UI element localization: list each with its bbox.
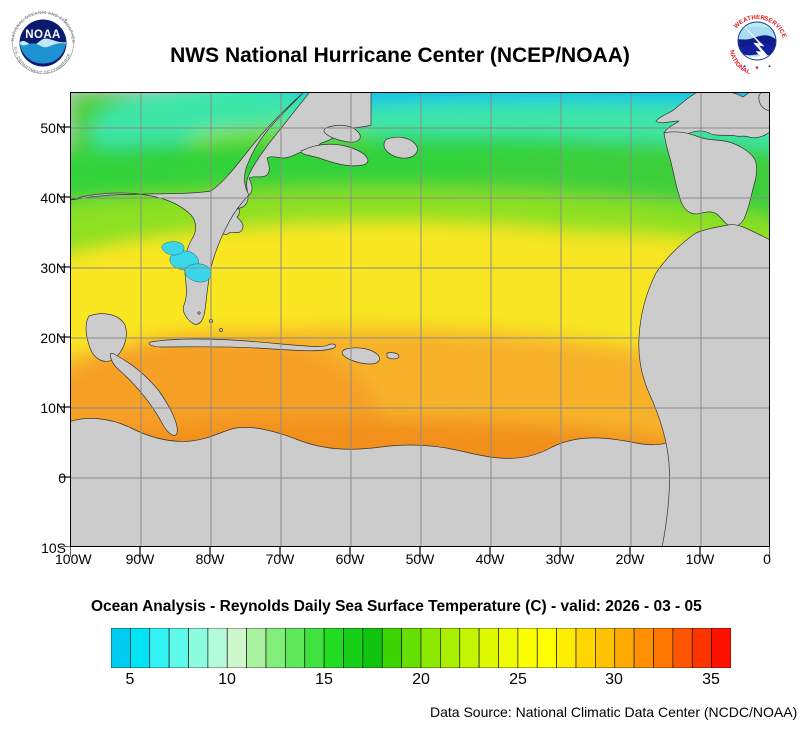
svg-text:NOAA: NOAA [25, 29, 60, 41]
